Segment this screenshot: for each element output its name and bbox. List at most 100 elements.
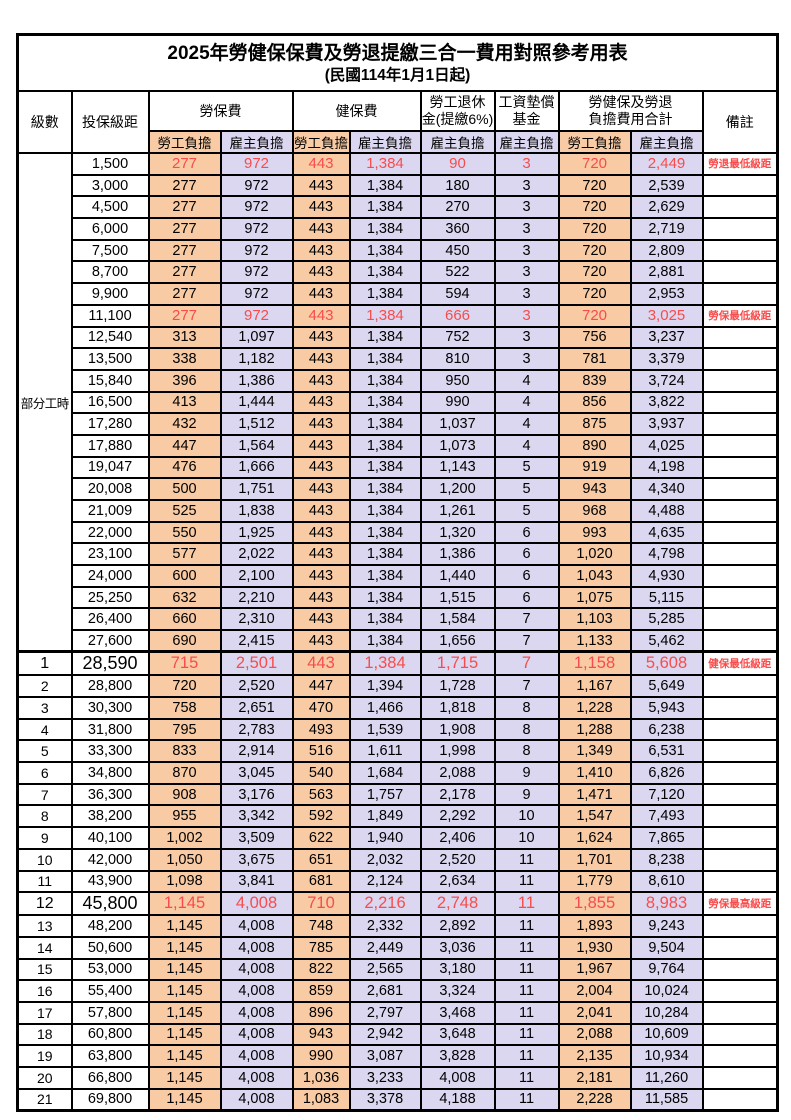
value-cell: 720 bbox=[557, 282, 632, 306]
value-cell: 908 bbox=[147, 782, 222, 807]
value-cell: 1,145 bbox=[147, 914, 222, 938]
value-cell: 432 bbox=[147, 412, 222, 436]
value-cell: 525 bbox=[147, 499, 222, 523]
value-cell: 443 bbox=[291, 173, 351, 198]
value-cell: 875 bbox=[557, 412, 632, 436]
value-cell: 413 bbox=[147, 390, 222, 415]
value-cell: 972 bbox=[219, 217, 294, 241]
table-row: 21 69,800 1,145 4,008 1,083 3,378 4,188 11 2,228… bbox=[16, 1087, 779, 1112]
bracket-cell: 24,000 bbox=[70, 564, 150, 588]
level-cell: 10 bbox=[16, 847, 73, 872]
value-cell: 1,564 bbox=[219, 433, 294, 458]
value-cell: 972 bbox=[219, 260, 294, 285]
table-row: 14 50,600 1,145 4,008 785 2,449 3,036 11 1,930 9,… bbox=[16, 935, 779, 960]
value-cell: 443 bbox=[291, 195, 351, 220]
value-cell: 277 bbox=[147, 303, 222, 328]
subheader-total-employer: 雇主負擔 bbox=[629, 130, 704, 154]
value-cell: 443 bbox=[291, 282, 351, 306]
value-cell: 447 bbox=[147, 433, 222, 458]
value-cell: 10,609 bbox=[629, 1022, 704, 1047]
col-header-labor-insurance: 勞保費 bbox=[147, 90, 294, 132]
bracket-cell: 25,250 bbox=[70, 585, 150, 610]
value-cell: 2,088 bbox=[419, 761, 496, 785]
value-cell: 450 bbox=[419, 238, 496, 263]
table-row: 12,540 313 1,097 443 1,384 752 3 756 3,237 bbox=[18, 325, 779, 350]
value-cell: 8 bbox=[493, 717, 560, 742]
value-cell: 1,384 bbox=[348, 585, 422, 610]
bracket-cell: 69,800 bbox=[70, 1087, 150, 1112]
value-cell: 1,384 bbox=[348, 347, 422, 371]
table-row: 4,500 277 972 443 1,384 270 3 720 2,629 bbox=[18, 195, 779, 220]
value-cell: 3,937 bbox=[629, 412, 704, 436]
value-cell: 5 bbox=[493, 499, 560, 523]
bracket-cell: 42,000 bbox=[70, 847, 150, 872]
value-cell: 720 bbox=[557, 195, 632, 220]
value-cell: 720 bbox=[557, 173, 632, 198]
value-cell: 720 bbox=[557, 303, 632, 328]
table-row: 19,047 476 1,666 443 1,384 1,143 5 919 4,198 bbox=[18, 455, 779, 480]
value-cell: 277 bbox=[147, 282, 222, 306]
bracket-cell: 17,880 bbox=[70, 433, 150, 458]
value-cell: 7,493 bbox=[629, 804, 704, 829]
fee-table: 2025年勞健保保費及勞退提繳三合一費用對照參考用表 (民國114年1月1日起)… bbox=[16, 33, 780, 1112]
bracket-cell: 27,600 bbox=[70, 629, 150, 653]
remark-cell bbox=[701, 826, 779, 850]
value-cell: 856 bbox=[557, 390, 632, 415]
value-cell: 7,865 bbox=[629, 826, 704, 850]
value-cell: 443 bbox=[291, 629, 351, 653]
remark-cell bbox=[701, 390, 779, 415]
value-cell: 6,238 bbox=[629, 717, 704, 742]
value-cell: 1,925 bbox=[219, 520, 294, 545]
remark-cell bbox=[701, 477, 779, 501]
value-cell: 2,797 bbox=[348, 1000, 422, 1025]
value-cell: 2,022 bbox=[219, 542, 294, 567]
value-cell: 4 bbox=[493, 368, 560, 393]
value-cell: 443 bbox=[291, 412, 351, 436]
value-cell: 10,284 bbox=[629, 1000, 704, 1025]
value-cell: 870 bbox=[147, 761, 222, 785]
value-cell: 4,008 bbox=[219, 1066, 294, 1090]
value-cell: 1,908 bbox=[419, 717, 496, 742]
value-cell: 8 bbox=[493, 696, 560, 720]
value-cell: 1,611 bbox=[348, 739, 422, 764]
value-cell: 1,384 bbox=[348, 368, 422, 393]
value-cell: 690 bbox=[147, 629, 222, 653]
value-cell: 3 bbox=[493, 260, 560, 285]
value-cell: 3,675 bbox=[219, 847, 294, 872]
subheader-labor-employee: 勞工負擔 bbox=[147, 130, 222, 154]
value-cell: 972 bbox=[219, 152, 294, 176]
value-cell: 3,509 bbox=[219, 826, 294, 850]
bracket-cell: 50,600 bbox=[70, 935, 150, 960]
value-cell: 2,124 bbox=[348, 869, 422, 894]
value-cell: 3 bbox=[493, 152, 560, 176]
value-cell: 1,384 bbox=[348, 390, 422, 415]
bracket-cell: 36,300 bbox=[70, 782, 150, 807]
value-cell: 500 bbox=[147, 477, 222, 501]
bracket-cell: 11,100 bbox=[70, 303, 150, 328]
remark-cell bbox=[701, 979, 779, 1003]
value-cell: 1,349 bbox=[557, 739, 632, 764]
value-cell: 1,384 bbox=[348, 477, 422, 501]
value-cell: 2,292 bbox=[419, 804, 496, 829]
value-cell: 493 bbox=[291, 717, 351, 742]
value-cell: 277 bbox=[147, 173, 222, 198]
bracket-cell: 31,800 bbox=[70, 717, 150, 742]
value-cell: 2,100 bbox=[219, 564, 294, 588]
remark-cell bbox=[701, 629, 779, 653]
value-cell: 1,998 bbox=[419, 739, 496, 764]
pension-header-line2: 金(提繳6%) bbox=[421, 111, 494, 127]
value-cell: 3,045 bbox=[219, 761, 294, 785]
value-cell: 1,384 bbox=[348, 173, 422, 198]
value-cell: 11,585 bbox=[629, 1087, 704, 1112]
table-row: 7,500 277 972 443 1,384 450 3 720 2,809 bbox=[18, 238, 779, 263]
value-cell: 4,008 bbox=[219, 1087, 294, 1112]
value-cell: 6,531 bbox=[629, 739, 704, 764]
value-cell: 443 bbox=[291, 217, 351, 241]
level-cell: 3 bbox=[16, 696, 73, 720]
value-cell: 1,394 bbox=[348, 674, 422, 698]
table-row: 27,600 690 2,415 443 1,384 1,656 7 1,133 5,462 bbox=[18, 629, 779, 653]
remark-cell bbox=[701, 542, 779, 567]
remark-cell bbox=[701, 696, 779, 720]
value-cell: 1,940 bbox=[348, 826, 422, 850]
